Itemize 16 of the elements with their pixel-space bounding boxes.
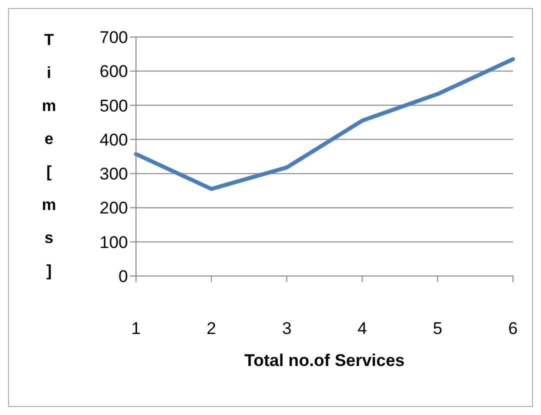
y-tick-label: 100 (100, 232, 128, 252)
x-tick-label: 4 (357, 319, 367, 338)
y-tick-label: 400 (100, 130, 128, 150)
x-tick-label: 5 (432, 319, 442, 338)
y-axis-title: Time [ms] (42, 32, 56, 280)
x-tick-label: 1 (131, 319, 141, 338)
y-tick-label: 700 (100, 28, 128, 48)
y-tick-label: 0 (118, 267, 128, 286)
y-tick-label: 500 (100, 96, 128, 116)
x-tick-label: 2 (206, 319, 216, 338)
x-axis-title: Total no.of Services (244, 351, 405, 370)
x-tick-label: 6 (508, 319, 518, 338)
y-tick-label: 300 (100, 164, 128, 184)
y-tick-label: 600 (100, 62, 128, 82)
x-tick-label: 3 (282, 319, 292, 338)
y-tick-label: 200 (100, 198, 128, 218)
